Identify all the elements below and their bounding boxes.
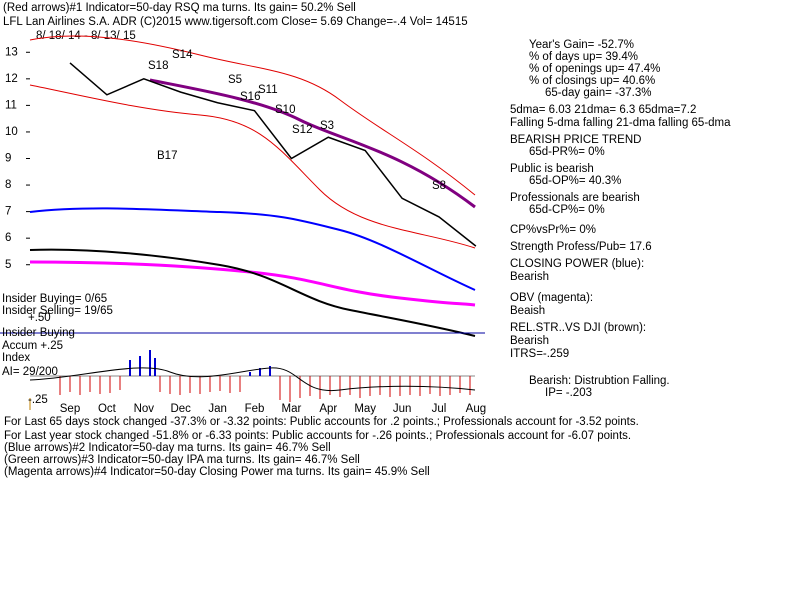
x-tick-label: Dec (170, 403, 191, 415)
stat-line: % of closings up= 40.6% (529, 75, 655, 87)
stat-line: Bearish: Distrubtion Falling. (529, 375, 670, 387)
y-tick-label: 10 (5, 126, 18, 138)
stat-line: Bearish (510, 335, 549, 347)
x-tick-label: Apr (319, 403, 337, 415)
stat-line: % of days up= 39.4% (529, 51, 638, 63)
y-tick-label: 6 (5, 232, 11, 244)
stat-line: Bearish (510, 271, 549, 283)
signal-label: S11 (258, 84, 278, 96)
indicator-label: Index (2, 352, 30, 364)
stat-line: Strength Profess/Pub= 17.6 (510, 241, 652, 253)
indicator-label: -.25 (28, 394, 48, 406)
stat-line: REL.STR..VS DJI (brown): (510, 322, 646, 334)
x-tick-label: Jan (208, 403, 227, 415)
closing-power (29, 207, 476, 291)
signal-label: S8 (432, 180, 446, 192)
stat-line: Professionals are bearish (510, 192, 640, 204)
indicator-label: Insider Selling= 19/65 (2, 305, 113, 317)
stat-line: Year's Gain= -52.7% (529, 39, 634, 51)
stat-line: Beaish (510, 305, 545, 317)
y-tick-label: 11 (5, 99, 17, 111)
x-tick-label: Feb (245, 403, 265, 415)
x-tick-label: Mar (281, 403, 301, 415)
signal-label: S12 (292, 124, 312, 136)
moving-average (149, 78, 476, 209)
stat-line: % of openings up= 47.4% (529, 63, 660, 75)
upper-band (29, 35, 476, 196)
stat-line: ITRS=-.259 (510, 348, 569, 360)
x-tick-label: Sep (60, 403, 80, 415)
stat-line: Public is bearish (510, 163, 594, 175)
x-tick-label: Nov (134, 403, 155, 415)
footer-line: For Last year stock changed -51.8% or -6… (4, 430, 631, 442)
indicator-label: +.50 (28, 312, 51, 324)
y-tick-label: 13 (5, 46, 18, 58)
stat-line: OBV (magenta): (510, 292, 593, 304)
obv (29, 260, 476, 307)
y-tick-label: 5 (5, 259, 11, 271)
x-tick-label: Jul (432, 403, 447, 415)
lower-band (29, 84, 476, 249)
signal-label: S16 (240, 91, 260, 103)
stat-line: 65d-OP%= 40.3% (529, 175, 621, 187)
stat-line: 65-day gain= -37.3% (545, 87, 651, 99)
stat-line: BEARISH PRICE TREND (510, 134, 641, 146)
indicator-label: Accum +.25 (2, 340, 63, 352)
stat-line: 65d-CP%= 0% (529, 204, 605, 216)
header-line: (Red arrows)#1 Indicator=50-day RSQ ma t… (3, 2, 356, 14)
header-line: LFL Lan Airlines S.A. ADR (C)2015 www.ti… (3, 16, 468, 28)
accum-line (29, 367, 476, 392)
footer-line: (Blue arrows)#2 Indicator=50-day ma turn… (4, 442, 331, 454)
y-tick-label: 7 (5, 206, 11, 218)
rel-strength (29, 248, 476, 337)
stat-line: CLOSING POWER (blue): (510, 258, 644, 270)
footer-line: (Green arrows)#3 Indicator=50-day IPA ma… (4, 454, 360, 466)
price-line (69, 62, 477, 247)
stat-line: 5dma= 6.03 21dma= 6.3 65dma=7.2 (510, 104, 696, 116)
signal-label: B17 (157, 150, 177, 162)
x-tick-label: Jun (393, 403, 412, 415)
indicator-label: Insider Buying (2, 327, 75, 339)
signal-label: S5 (228, 74, 242, 86)
signal-label: S3 (320, 120, 334, 132)
x-tick-label: Oct (98, 403, 117, 415)
indicator-label: AI= 29/200 (2, 366, 58, 378)
x-tick-label: May (354, 403, 376, 415)
signal-label: S10 (275, 104, 295, 116)
signal-label: S14 (172, 49, 193, 61)
footer-line: For Last 65 days stock changed -37.3% or… (4, 416, 639, 428)
y-tick-label: 12 (5, 73, 18, 85)
stat-line: CP%vsPr%= 0% (510, 224, 596, 236)
indicator-label: Insider Buying= 0/65 (2, 293, 107, 305)
y-tick-label: 9 (5, 153, 11, 165)
stat-line: IP= -.203 (545, 387, 592, 399)
stat-line: Falling 5-dma falling 21-dma falling 65-… (510, 117, 731, 129)
x-tick-label: Aug (466, 403, 486, 415)
signal-label: S18 (148, 60, 168, 72)
footer-line: (Magenta arrows)#4 Indicator=50-day Clos… (4, 466, 430, 478)
y-tick-label: 8 (5, 179, 11, 191)
stat-line: 65d-PR%= 0% (529, 146, 605, 158)
